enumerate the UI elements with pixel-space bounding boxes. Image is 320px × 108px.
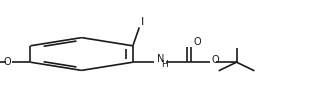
Text: O: O: [193, 37, 201, 47]
Text: O: O: [4, 57, 11, 67]
Text: I: I: [141, 17, 144, 27]
Text: H: H: [161, 60, 168, 69]
Text: O: O: [211, 55, 219, 65]
Text: N: N: [156, 55, 164, 64]
